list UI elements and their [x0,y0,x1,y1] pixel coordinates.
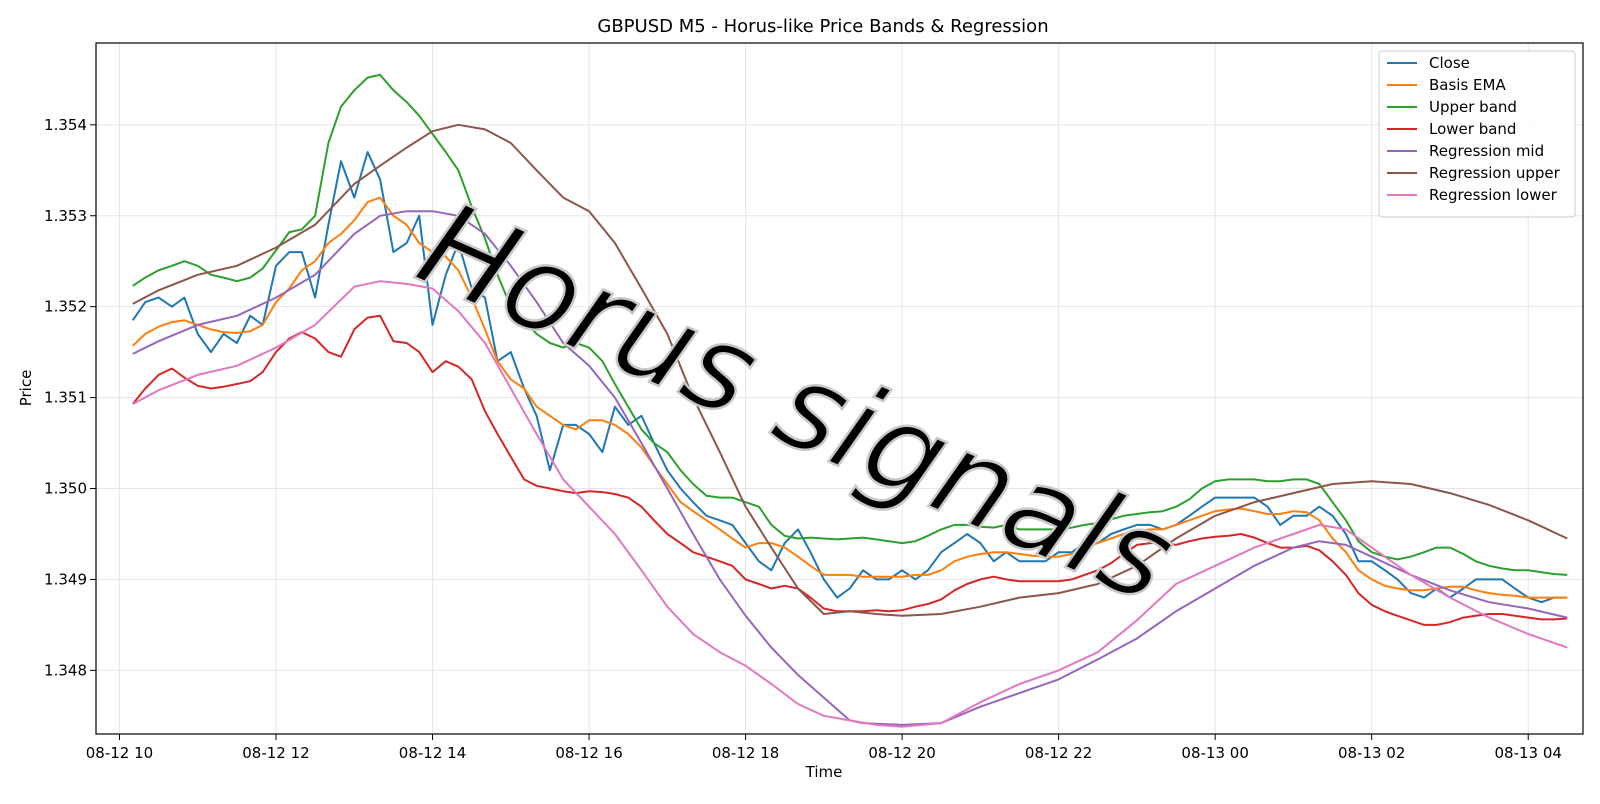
y-tick-label: 1.354 [44,116,87,134]
x-tick-label: 08-12 22 [1025,744,1092,762]
legend-label: Regression lower [1429,186,1558,204]
legend-box [1378,50,1576,218]
x-axis-label: Time [805,763,843,781]
x-tick-label: 08-12 16 [555,744,622,762]
x-tick-label: 08-13 00 [1181,744,1248,762]
y-tick-label: 1.349 [44,570,87,588]
y-tick-label: 1.352 [44,298,87,316]
series-line-upper-band [132,73,1568,576]
y-tick-label: 1.353 [44,207,87,225]
chart-title: GBPUSD M5 - Horus-like Price Bands & Reg… [597,16,1048,37]
series-lines [131,73,1568,728]
y-tick-label: 1.348 [44,661,87,679]
y-tick-label: 1.350 [44,480,87,498]
x-tick-label: 08-12 14 [399,744,466,762]
x-tick-label: 08-12 12 [242,744,309,762]
series-line-regression-lower [132,280,1568,728]
series-line-regression-mid [132,210,1568,726]
legend-label: Regression upper [1429,164,1561,182]
series-line-regression-upper [132,123,1568,617]
series-line-basis-ema [132,196,1568,599]
legend-label: Lower band [1429,120,1516,138]
legend-label: Basis EMA [1429,76,1506,94]
x-tick-label: 08-12 20 [868,744,935,762]
series-line-close [131,151,1568,604]
legend-label: Regression mid [1429,142,1544,160]
plot-frame [95,42,1584,735]
x-tick-label: 08-12 10 [86,744,153,762]
legend-label: Close [1429,54,1470,72]
y-tick-label: 1.351 [44,389,87,407]
legend: Close Basis EMA Upper band Lower band Regres… [1378,50,1576,218]
axes: 08-12 10 08-12 12 08-12 14 08-12 16 08-12 18… [44,116,1562,762]
grid-lines [96,43,1583,734]
legend-label: Upper band [1429,98,1517,116]
x-tick-label: 08-12 18 [712,744,779,762]
x-tick-label: 08-13 04 [1494,744,1561,762]
y-axis-label: Price [17,370,35,407]
x-tick-label: 08-13 02 [1338,744,1405,762]
